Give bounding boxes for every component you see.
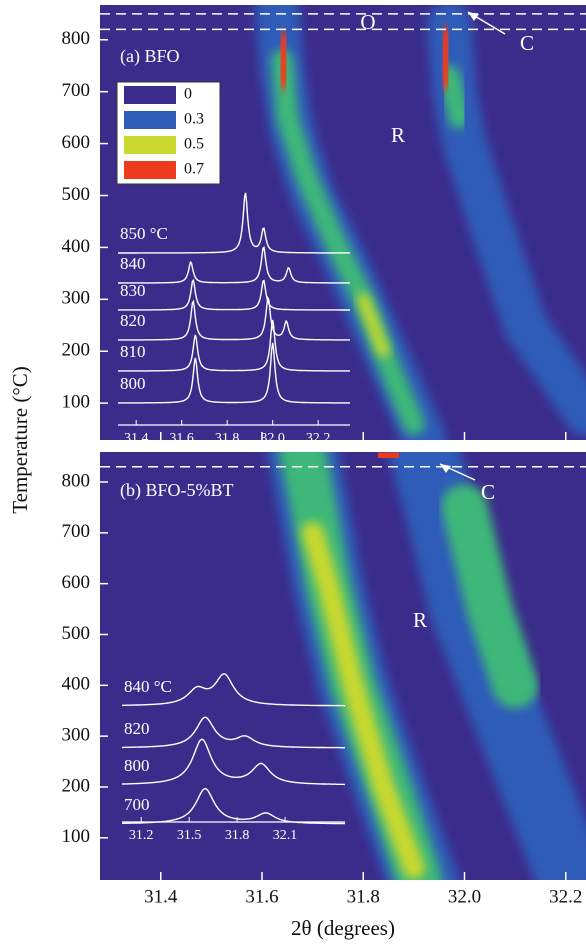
xrd-profile — [118, 246, 350, 284]
annotation: O — [360, 10, 375, 34]
pattern-label: 840 °C — [124, 677, 172, 696]
inset-tick-label: 32.1 — [273, 828, 298, 843]
pattern-label: 830 — [120, 281, 146, 300]
y-tick-label: 300 — [62, 725, 91, 746]
y-axis-title: Temperature (°C) — [8, 366, 32, 513]
inset-tick-label: 31.5 — [177, 828, 202, 843]
arrow-head — [468, 12, 479, 21]
contour-ridge — [389, 452, 586, 880]
y-tick-label: 500 — [62, 623, 91, 644]
x-tick-label: 32.2 — [549, 886, 582, 907]
inset-tick-label: 32.0 — [260, 431, 285, 446]
y-tick-label: 400 — [62, 236, 91, 257]
pattern-label: 700 — [124, 795, 150, 814]
contour-ridge — [436, 26, 455, 90]
annotation: C — [520, 31, 534, 55]
pattern-label: 850 °C — [120, 224, 168, 243]
pattern-label: 820 — [120, 311, 146, 330]
annotation: R — [413, 608, 427, 632]
panel-title: (b) BFO-5%BT — [120, 480, 234, 501]
contour-ridge — [357, 293, 390, 358]
pattern-label: 800 — [120, 374, 146, 393]
xrd-profile — [118, 192, 350, 254]
y-tick-label: 200 — [62, 340, 91, 361]
x-tick-label: 31.4 — [144, 886, 178, 907]
x-tick-label: 31.8 — [347, 886, 380, 907]
inset-tick-label: 31.8 — [225, 828, 250, 843]
xrd-profile — [118, 295, 350, 341]
y-tick-label: 400 — [62, 674, 91, 695]
x-tick-label: 31.6 — [245, 886, 278, 907]
y-tick-label: 500 — [62, 184, 91, 205]
arrow-head — [440, 464, 451, 473]
legend-label: 0.3 — [184, 111, 204, 128]
pattern-label: 800 — [124, 756, 150, 775]
annotation: C — [481, 480, 495, 504]
contour-ridge — [301, 521, 425, 880]
y-tick-label: 100 — [62, 826, 91, 847]
x-axis-title: 2θ (degrees) — [291, 916, 395, 940]
xrd-profile — [118, 319, 350, 372]
legend-swatch — [124, 161, 176, 179]
contour-ridge — [441, 484, 539, 709]
y-tick-label: 800 — [62, 28, 91, 49]
inset-tick-label: 31.6 — [169, 431, 194, 446]
y-tick-label: 100 — [62, 392, 91, 413]
y-tick-label: 600 — [62, 132, 91, 153]
xrd-profile — [122, 716, 345, 749]
y-tick-label: 800 — [62, 470, 91, 491]
y-tick-label: 600 — [62, 572, 91, 593]
inset-tick-label: 32.2 — [306, 431, 331, 446]
xrd-profile — [122, 673, 345, 707]
inset-tick-label: 31.8 — [215, 431, 240, 446]
xrd-profile — [122, 738, 345, 786]
legend-label: 0.5 — [184, 136, 204, 153]
contour-ridge — [271, 49, 425, 435]
legend-swatch — [124, 86, 176, 104]
pattern-label: 810 — [120, 342, 146, 361]
legend-swatch — [124, 136, 176, 154]
legend-swatch — [124, 111, 176, 129]
inset-tick-label: 31.2 — [129, 828, 154, 843]
contour-ridge — [274, 31, 293, 90]
y-tick-label: 300 — [62, 288, 91, 309]
legend-label: 0 — [184, 86, 192, 103]
legend-label: 0.7 — [184, 161, 204, 178]
contour-area — [267, 452, 586, 880]
y-tick-label: 700 — [62, 521, 91, 542]
annotation: R — [391, 123, 405, 147]
inset-tick-label: 31.4 — [124, 431, 149, 446]
pattern-label: 820 — [124, 719, 150, 738]
contour-area — [255, 5, 586, 440]
y-tick-label: 700 — [62, 80, 91, 101]
panel-title: (a) BFO — [120, 46, 180, 67]
pattern-label: 840 — [120, 254, 146, 273]
xrd-profile — [118, 278, 350, 311]
y-tick-label: 200 — [62, 775, 91, 796]
xrd-profile — [118, 342, 350, 404]
contour-ridge — [368, 452, 409, 472]
x-tick-label: 32.0 — [448, 886, 481, 907]
